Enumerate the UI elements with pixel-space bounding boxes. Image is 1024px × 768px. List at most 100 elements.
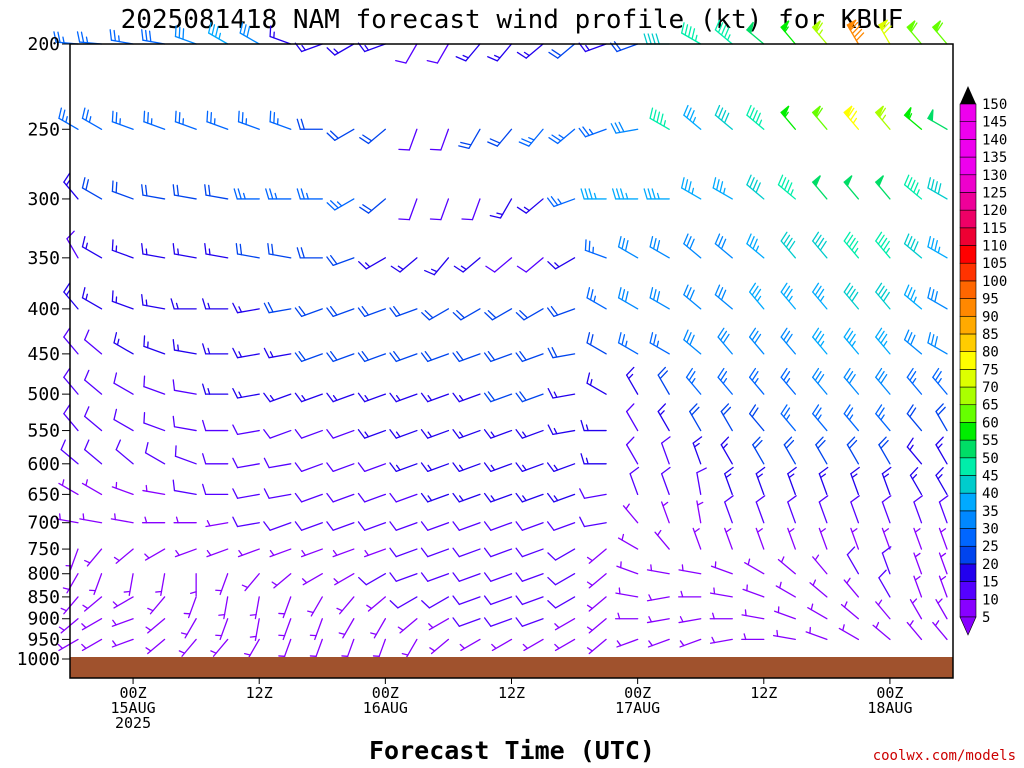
wind-barb bbox=[65, 548, 79, 571]
wind-barb bbox=[838, 624, 860, 641]
wind-barb bbox=[903, 107, 923, 130]
wind-barb bbox=[554, 618, 576, 631]
wind-barb bbox=[420, 429, 450, 439]
wind-barb bbox=[554, 638, 576, 652]
wind-barb bbox=[452, 462, 481, 472]
wind-barb bbox=[452, 392, 481, 403]
wind-barb bbox=[483, 492, 513, 503]
wind-barb bbox=[66, 230, 79, 259]
wind-barb bbox=[681, 177, 702, 200]
wind-barb bbox=[58, 618, 79, 634]
wind-barb bbox=[748, 404, 765, 432]
wind-barb bbox=[809, 579, 828, 598]
wind-barb bbox=[429, 198, 450, 221]
wind-barb bbox=[143, 335, 166, 355]
wind-barb bbox=[278, 638, 292, 661]
wind-barb bbox=[141, 516, 166, 524]
wind-barb bbox=[326, 521, 355, 531]
wind-barb bbox=[81, 618, 103, 631]
wind-barb bbox=[714, 233, 733, 259]
wind-barb bbox=[881, 527, 891, 550]
colorbar-cell bbox=[959, 369, 977, 388]
wind-barb bbox=[111, 638, 134, 648]
wind-barb bbox=[215, 618, 229, 641]
wind-barb bbox=[113, 548, 134, 564]
wind-barb bbox=[881, 495, 892, 524]
wind-barb bbox=[294, 392, 323, 403]
wind-barb bbox=[625, 366, 639, 395]
wind-barb bbox=[232, 516, 260, 528]
colorbar-cell bbox=[959, 139, 977, 158]
wind-barb bbox=[81, 479, 103, 496]
colorbar-label: 25 bbox=[982, 539, 999, 555]
wind-barb bbox=[111, 290, 134, 310]
wind-barb bbox=[232, 347, 260, 359]
wind-barb bbox=[625, 403, 639, 432]
wind-barb bbox=[389, 462, 418, 472]
wind-barb bbox=[812, 282, 828, 310]
wind-barb bbox=[326, 306, 355, 318]
colorbar-cell bbox=[959, 439, 977, 459]
wind-barb bbox=[141, 294, 166, 310]
colorbar-cell bbox=[959, 404, 977, 423]
wind-barb bbox=[811, 175, 828, 200]
wind-barb bbox=[843, 327, 860, 355]
wind-barb bbox=[661, 501, 670, 524]
wind-barb bbox=[586, 618, 607, 634]
wind-barb bbox=[326, 492, 355, 503]
colorbar-label: 30 bbox=[982, 522, 999, 538]
wind-barb bbox=[180, 618, 197, 639]
wind-barb bbox=[843, 175, 860, 200]
wind-barb bbox=[875, 404, 891, 432]
wind-barb bbox=[110, 513, 134, 524]
wind-barb bbox=[717, 367, 733, 395]
colorbar-cell bbox=[959, 280, 977, 299]
wind-barb bbox=[172, 415, 197, 432]
wind-barb bbox=[717, 327, 733, 355]
wind-barb bbox=[752, 436, 765, 465]
wind-barb bbox=[178, 638, 197, 657]
wind-barb bbox=[787, 527, 796, 550]
colorbar-cell bbox=[959, 245, 977, 264]
wind-barb bbox=[709, 636, 733, 644]
wind-barb bbox=[326, 198, 355, 211]
wind-barb bbox=[326, 429, 355, 439]
wind-barb bbox=[515, 391, 544, 403]
y-tick-label: 550 bbox=[27, 421, 60, 442]
wind-barb bbox=[420, 392, 450, 403]
wind-barb bbox=[389, 351, 418, 363]
wind-barb bbox=[906, 437, 923, 465]
wind-barb bbox=[483, 617, 513, 627]
wind-barb bbox=[207, 22, 229, 45]
wind-barb bbox=[872, 621, 891, 641]
wind-barb bbox=[515, 308, 544, 321]
wind-barb bbox=[938, 552, 948, 575]
colorbar-cell bbox=[959, 192, 977, 211]
wind-barb bbox=[147, 596, 166, 615]
wind-barb bbox=[584, 239, 607, 259]
wind-barb bbox=[805, 626, 828, 641]
wind-barb bbox=[420, 462, 450, 472]
wind-barb bbox=[748, 282, 765, 310]
wind-barb bbox=[683, 233, 702, 259]
wind-barb bbox=[746, 21, 765, 45]
wind-barb bbox=[780, 404, 796, 432]
wind-barb bbox=[547, 596, 576, 609]
wind-barb bbox=[389, 596, 418, 609]
wind-barb bbox=[780, 20, 796, 45]
wind-barb bbox=[709, 587, 733, 598]
wind-barb bbox=[79, 513, 103, 524]
colorbar-label: 115 bbox=[982, 221, 1007, 237]
y-tick-label: 450 bbox=[27, 344, 60, 365]
wind-barb bbox=[76, 31, 103, 45]
wind-barb bbox=[372, 638, 387, 661]
wind-barb bbox=[202, 343, 229, 355]
wind-barb bbox=[144, 548, 166, 561]
wind-barb bbox=[452, 492, 481, 503]
wind-barb bbox=[515, 429, 544, 439]
y-tick-label: 650 bbox=[27, 484, 60, 505]
y-tick-label: 800 bbox=[27, 564, 60, 585]
wind-barb bbox=[426, 43, 450, 64]
colorbar-label: 125 bbox=[982, 185, 1007, 201]
colorbar-label: 130 bbox=[982, 168, 1007, 184]
